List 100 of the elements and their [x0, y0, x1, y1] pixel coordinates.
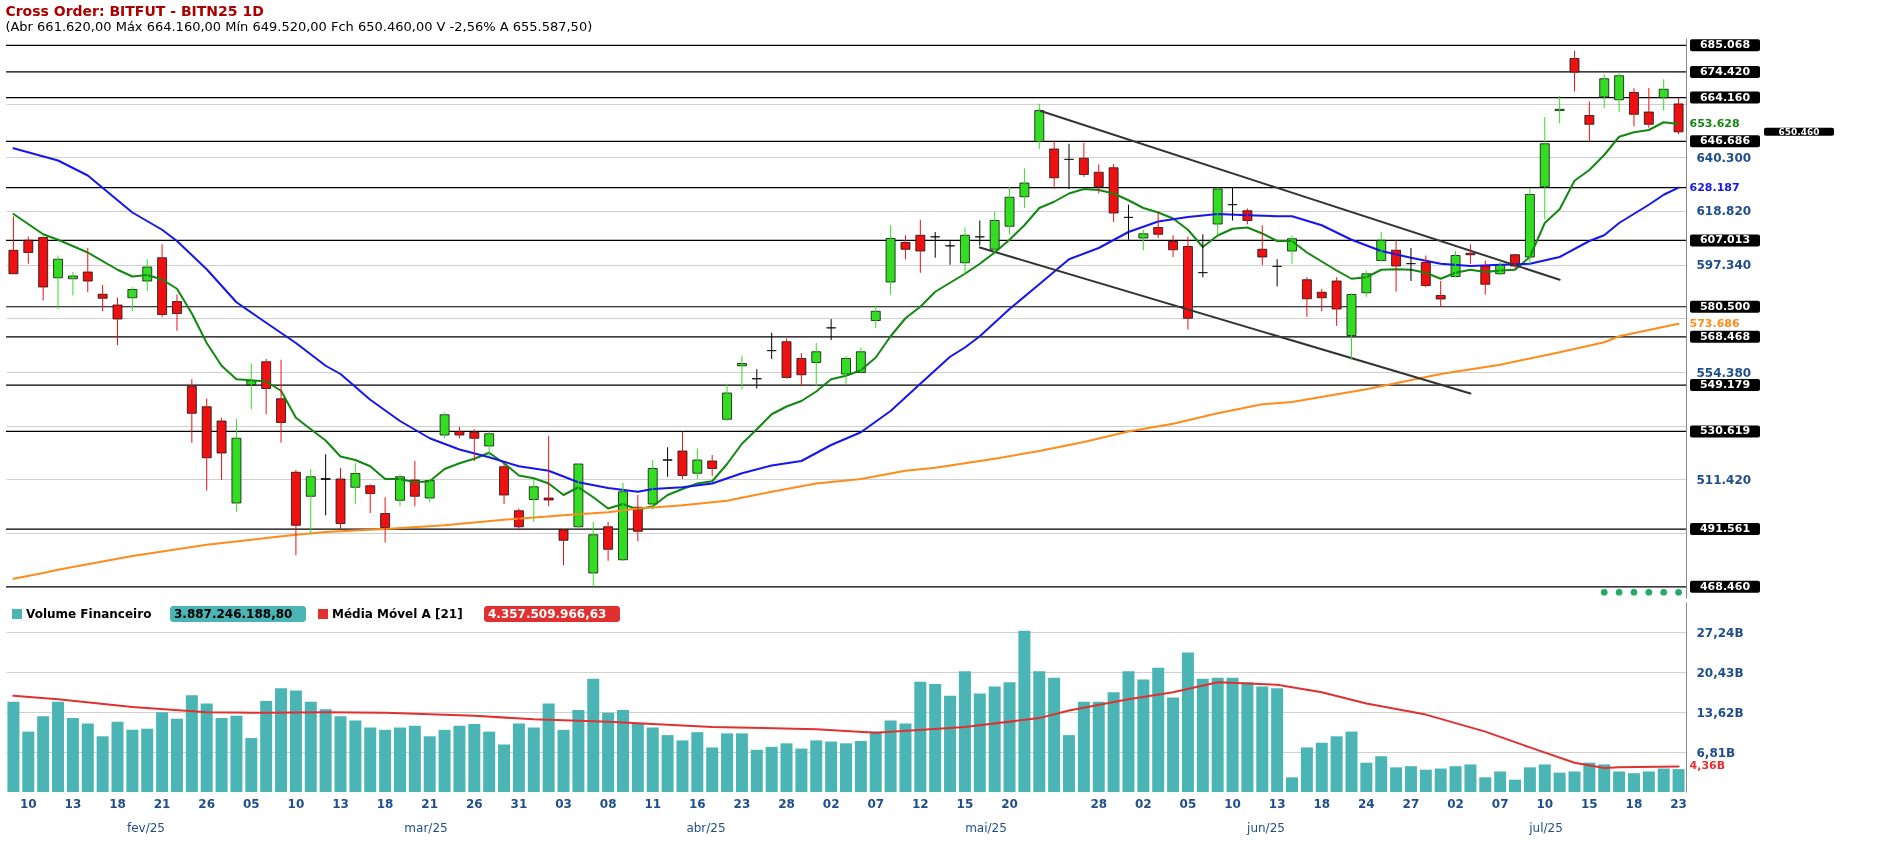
candlestick — [811, 342, 822, 387]
bar — [423, 736, 436, 792]
x-tick-label: 18 — [376, 796, 394, 811]
bar — [379, 729, 392, 792]
bar — [1523, 767, 1536, 792]
x-tick-label: 18 — [1313, 796, 1331, 811]
y-tick-label: 618.820 — [1696, 204, 1752, 219]
candlestick — [82, 247, 93, 293]
bar — [1390, 767, 1403, 792]
text: jul/25 — [1528, 821, 1563, 835]
bar — [587, 678, 600, 792]
bar — [631, 723, 644, 792]
x-tick-label: 02 — [822, 796, 840, 811]
data-label: 653.628 — [1689, 116, 1740, 130]
text: 650.460 — [1778, 126, 1820, 137]
bar — [1271, 688, 1284, 792]
candlestick — [796, 352, 807, 387]
data-label: 573.686 — [1689, 316, 1741, 330]
bar — [721, 733, 734, 792]
candlestick — [543, 435, 554, 507]
ref-line-label: 580.500 — [1699, 299, 1751, 313]
bar — [1137, 679, 1150, 792]
candlestick — [68, 271, 78, 296]
x-tick-label: 12 — [911, 796, 929, 811]
candlestick — [1153, 211, 1164, 239]
bar — [691, 732, 704, 792]
candlestick — [885, 224, 896, 295]
bar — [1167, 697, 1180, 792]
candlestick — [558, 528, 569, 566]
candlestick — [1108, 163, 1119, 223]
bar — [1048, 677, 1061, 792]
line-series — [12, 322, 1680, 580]
bar — [1449, 766, 1462, 792]
candlestick — [1673, 97, 1684, 135]
x-tick-label: 03 — [555, 796, 572, 811]
bar — [810, 740, 823, 792]
bar — [66, 718, 79, 792]
bar — [735, 733, 748, 792]
ref-line-label: 646.686 — [1699, 134, 1751, 148]
bar — [840, 743, 852, 792]
bar — [572, 709, 585, 792]
bar — [527, 727, 540, 792]
bar — [81, 723, 94, 792]
bar — [1375, 756, 1388, 792]
bar — [1063, 735, 1076, 792]
x-tick-label: 28 — [1090, 796, 1108, 811]
text: jun/25 — [1246, 821, 1285, 835]
bar — [393, 727, 406, 792]
bar — [1122, 671, 1135, 792]
line-series — [12, 681, 1680, 769]
candlestick — [1346, 292, 1357, 361]
candlestick — [781, 338, 792, 379]
y-tick-label: 597.340 — [1696, 258, 1752, 273]
bar — [1627, 773, 1640, 792]
ref-line-label: 549.179 — [1699, 378, 1751, 392]
x-tick-label: 11 — [644, 796, 662, 811]
bar — [185, 695, 198, 792]
bar — [1583, 762, 1596, 792]
candlestick — [1584, 101, 1595, 142]
x-tick-label: 08 — [599, 796, 617, 811]
candlestick — [692, 447, 703, 480]
bar — [156, 712, 169, 792]
bar — [869, 731, 882, 792]
x-tick-label: 15 — [956, 796, 974, 811]
bar — [304, 701, 317, 792]
candlestick — [573, 462, 584, 529]
bar — [1286, 777, 1299, 792]
bar — [1241, 682, 1254, 792]
ref-line-label: 607.013 — [1699, 233, 1751, 247]
candlestick — [870, 305, 881, 329]
y-tick-label: 27,24B — [1696, 625, 1744, 640]
candlestick — [677, 431, 688, 480]
candlestick — [1569, 50, 1580, 92]
x-tick-label: 02 — [1447, 796, 1464, 811]
x-tick-label: 10 — [1536, 796, 1554, 811]
y-tick-label: 511.420 — [1696, 472, 1752, 487]
candlestick — [112, 297, 123, 346]
bar — [1434, 768, 1447, 792]
candlestick — [365, 483, 376, 514]
bar — [215, 718, 228, 792]
text: mar/25 — [404, 821, 448, 835]
candlestick — [1212, 187, 1223, 236]
data-label: 4,36B — [1689, 759, 1726, 773]
bar — [1092, 701, 1105, 792]
bar — [646, 727, 659, 792]
legend-label: Volume Financeiro — [26, 607, 152, 621]
bar — [854, 740, 867, 792]
bar — [1300, 747, 1313, 792]
x-tick-label: 28 — [778, 796, 795, 811]
bar — [1330, 736, 1343, 792]
bar — [1553, 772, 1566, 792]
candlestick — [1435, 280, 1446, 307]
bar — [1360, 762, 1373, 792]
bar — [1152, 667, 1165, 792]
bar — [1464, 764, 1477, 792]
bar — [453, 725, 466, 792]
x-tick-label: 05 — [242, 796, 260, 811]
x-tick-label: 10 — [19, 796, 37, 811]
candlestick — [469, 428, 480, 462]
bar — [289, 690, 302, 792]
